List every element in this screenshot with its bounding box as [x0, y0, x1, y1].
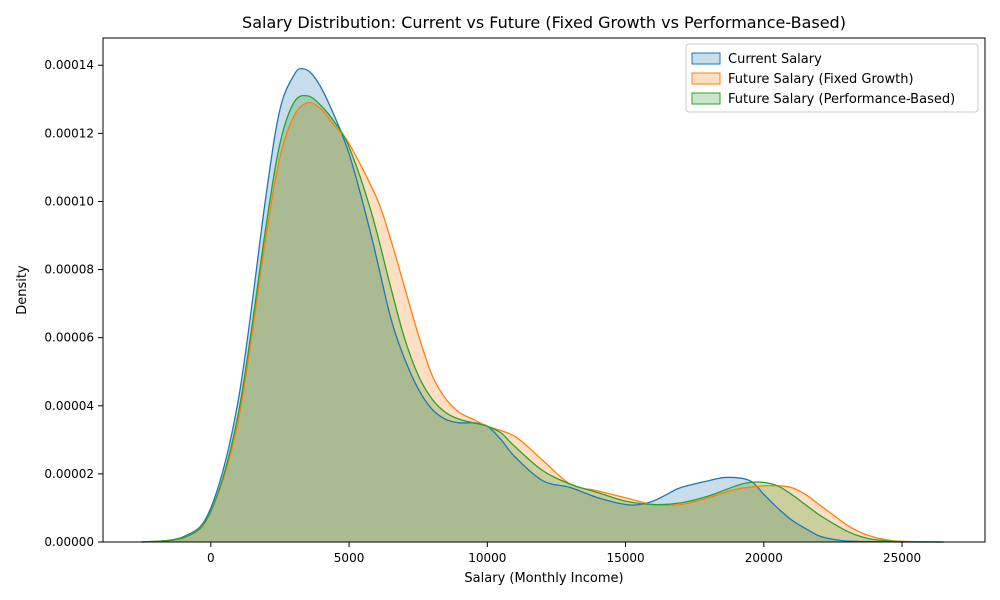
legend-swatch-2 — [691, 92, 721, 105]
y-tick-label: 0.00012 — [44, 126, 94, 140]
y-tick-label: 0.00010 — [44, 194, 94, 208]
legend-swatch-0 — [691, 52, 721, 65]
series-line-2 — [141, 94, 944, 543]
legend-box — [685, 43, 979, 113]
legend-label-0: Current Salary — [728, 52, 822, 67]
x-tick-label: 10000 — [468, 551, 506, 565]
axes-layer: 0 5000 10000 15000 20000 25000 0.00000 0.00002 0… — [44, 37, 986, 565]
y-axis-label: Density — [15, 265, 30, 315]
series-layer — [141, 67, 944, 543]
series-area-2 — [141, 95, 944, 542]
chart-title: Salary Distribution: Current vs Future (… — [242, 13, 846, 32]
series-area-1 — [141, 102, 944, 542]
series-area-0 — [141, 68, 944, 543]
x-axis-label: Salary (Monthly Income) — [464, 571, 623, 586]
series-line-0 — [141, 67, 944, 543]
legend: Current Salary Future Salary (Fixed Growt… — [685, 43, 979, 113]
x-tick-label: 15000 — [606, 551, 644, 565]
y-tick-label: 0.00006 — [44, 331, 94, 345]
plot-frame — [102, 37, 986, 543]
y-tick-label: 0.00008 — [44, 263, 94, 277]
y-tick-label: 0.00000 — [44, 535, 94, 549]
x-tick-label: 25000 — [883, 551, 921, 565]
y-tick-label: 0.00002 — [44, 467, 94, 481]
legend-label-2: Future Salary (Performance-Based) — [728, 92, 955, 107]
x-tick-label: 5000 — [334, 551, 365, 565]
legend-label-1: Future Salary (Fixed Growth) — [728, 72, 914, 87]
x-tick-label: 0 — [207, 551, 215, 565]
x-tick-label: 20000 — [745, 551, 783, 565]
series-line-1 — [141, 101, 944, 543]
y-tick-label: 0.00014 — [44, 58, 94, 72]
y-tick-label: 0.00004 — [44, 399, 94, 413]
legend-swatch-1 — [691, 72, 721, 85]
